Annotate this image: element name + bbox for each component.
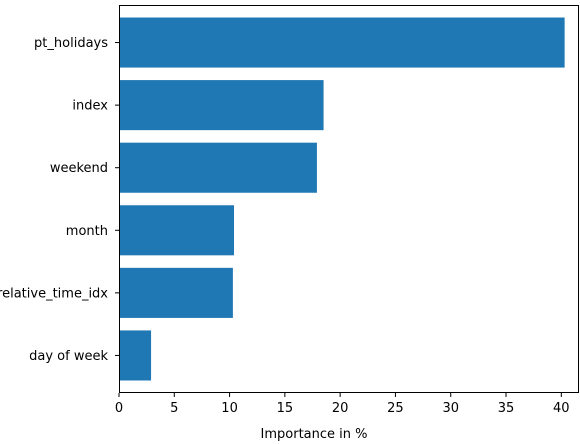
- x-tick-label: 40: [553, 401, 570, 416]
- bars-group: [119, 17, 565, 381]
- bar-pt-holidays: [119, 17, 565, 68]
- y-tick-label: relative_time_idx: [0, 286, 108, 301]
- bar-index: [119, 80, 324, 131]
- x-tick-label: 0: [115, 401, 123, 416]
- x-tick-label: 15: [277, 401, 294, 416]
- plot-frame: [119, 5, 579, 393]
- bar-weekend: [119, 142, 317, 193]
- y-tick-label: day of week: [29, 349, 108, 364]
- x-tick-label: 10: [221, 401, 238, 416]
- x-tick-label: 35: [498, 401, 515, 416]
- x-tick-label: 5: [170, 401, 178, 416]
- y-tick-label: pt_holidays: [34, 36, 108, 51]
- y-tick-label: index: [72, 99, 108, 114]
- bar-day-of-week: [119, 330, 152, 381]
- y-tick-label: month: [66, 224, 108, 239]
- y-tick-label: weekend: [50, 161, 108, 176]
- x-tick-label: 20: [332, 401, 349, 416]
- x-tick-label: 30: [442, 401, 459, 416]
- x-axis-title: Importance in %: [261, 427, 368, 442]
- x-tick-label: 25: [387, 401, 404, 416]
- bar-month: [119, 205, 234, 256]
- x-ticks: 0 5 10 15 20 25 30 35 40: [115, 393, 570, 416]
- bar-relative-time-idx: [119, 267, 233, 318]
